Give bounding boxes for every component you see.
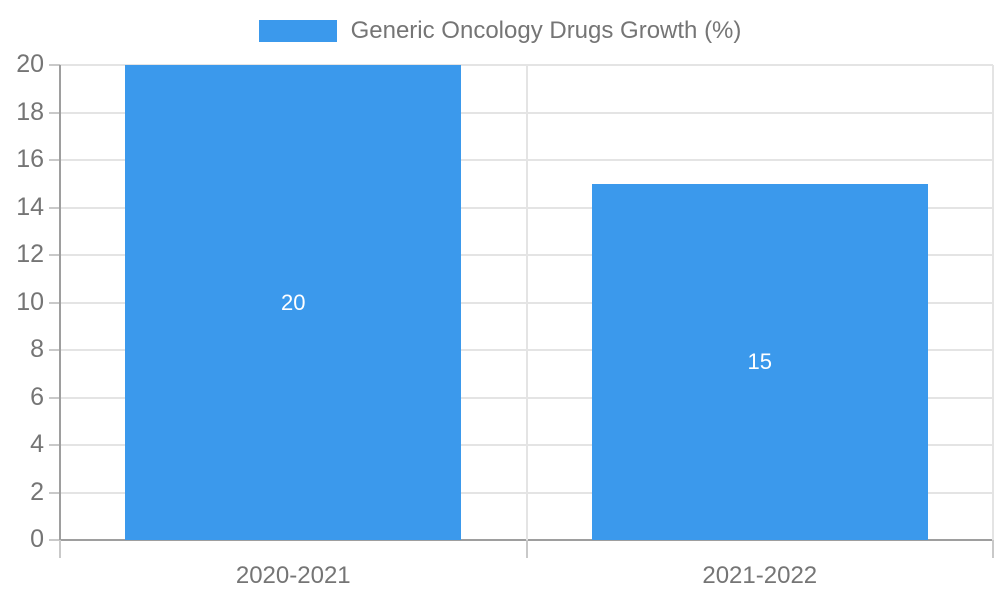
y-tick-label: 10 <box>16 287 44 316</box>
y-tick-label: 0 <box>30 525 44 553</box>
y-tick-stub <box>49 159 60 161</box>
x-tick-stub <box>525 540 528 558</box>
y-tick-stub <box>49 444 60 446</box>
y-tick-label: 8 <box>30 335 44 363</box>
y-tick-stub <box>49 491 60 494</box>
y-tick-stub <box>49 301 60 304</box>
bar <box>125 65 462 540</box>
legend: Generic Oncology Drugs Growth (%) <box>0 18 1000 44</box>
y-tick-stub <box>49 349 60 351</box>
category-gridline <box>525 65 528 540</box>
bar <box>591 183 928 540</box>
y-tick-stub <box>49 254 60 256</box>
bar-value-label: 15 <box>747 348 772 374</box>
bar-value-label: 20 <box>281 289 306 315</box>
y-tick-label: 12 <box>16 240 44 268</box>
y-tick-label: 16 <box>16 145 44 173</box>
y-tick-stub <box>49 111 60 114</box>
legend-swatch <box>258 20 337 42</box>
y-tick-stub <box>49 396 60 399</box>
y-tick-label: 2 <box>30 477 44 506</box>
x-category-label: 2021-2022 <box>702 562 818 589</box>
y-tick-stub <box>49 539 60 541</box>
y-tick-label: 20 <box>16 50 44 78</box>
y-tick-label: 14 <box>16 192 44 221</box>
y-tick-label: 18 <box>16 97 44 126</box>
y-tick-label: 6 <box>30 382 44 411</box>
x-tick-stub <box>992 540 994 558</box>
y-tick-stub <box>49 64 60 66</box>
legend-item[interactable]: Generic Oncology Drugs Growth (%) <box>258 17 742 44</box>
y-tick-stub <box>49 206 60 209</box>
y-tick-label: 4 <box>30 430 44 458</box>
category-gridline <box>992 65 994 540</box>
legend-label: Generic Oncology Drugs Growth (%) <box>350 17 742 44</box>
y-axis-line <box>59 65 61 540</box>
x-tick-stub <box>59 540 61 558</box>
x-category-label: 2020-2021 <box>235 562 351 589</box>
